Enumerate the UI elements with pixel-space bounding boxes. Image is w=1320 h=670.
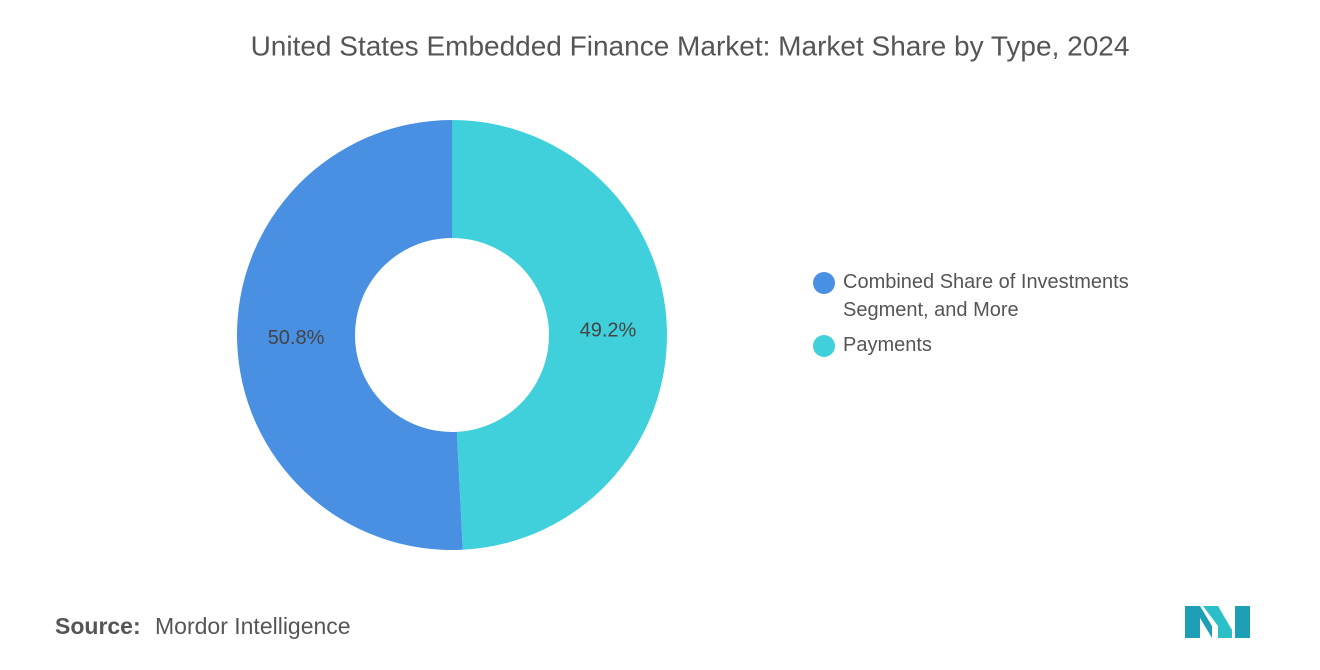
slice <box>236 120 463 550</box>
data-label: 49.2% <box>580 319 637 341</box>
slice <box>452 120 667 550</box>
legend-item: Combined Share of Investments Segment, a… <box>813 268 1173 324</box>
legend: Combined Share of Investments Segment, a… <box>813 268 1163 366</box>
legend-label: Combined Share of Investments Segment, a… <box>843 271 1129 321</box>
legend-item: Payments <box>813 331 1163 359</box>
legend-swatch <box>813 335 835 357</box>
legend-label: Payments <box>843 334 932 356</box>
data-label: 50.8% <box>268 327 325 349</box>
source: Mordor Intelligence <box>155 613 351 639</box>
legend-swatch <box>813 272 835 294</box>
logo <box>1185 606 1250 638</box>
chart-title: United States Embedded Finance Market: M… <box>251 30 1130 61</box>
source-label: Source: <box>55 613 141 639</box>
donut: 50.8% 49.2% <box>236 120 667 550</box>
